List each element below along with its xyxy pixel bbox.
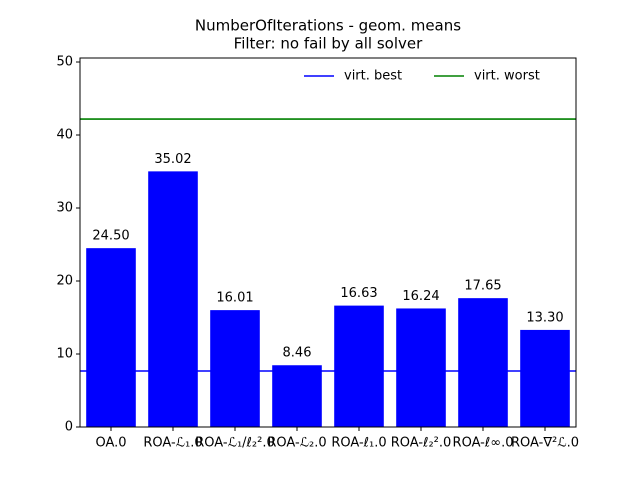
x-tick-label: ROA-ℓ∞.0 <box>453 436 514 451</box>
bar <box>396 308 446 427</box>
x-tick-label: ROA-ℒ₁/ℓ₂².0 <box>195 436 275 451</box>
y-tick-label: 20 <box>56 274 73 289</box>
value-label: 24.50 <box>92 229 129 244</box>
value-label: 17.65 <box>464 279 501 294</box>
bar <box>86 248 136 427</box>
chart-title: NumberOfIterations - geom. means <box>195 17 461 35</box>
value-label: 13.30 <box>526 310 563 325</box>
x-tick-label: ROA-ℒ₁.0 <box>143 436 202 451</box>
chart-subtitle: Filter: no fail by all solver <box>234 35 423 53</box>
value-label: 35.02 <box>154 152 191 167</box>
bar <box>210 310 260 427</box>
legend-label: virt. best <box>344 69 402 84</box>
value-label: 8.46 <box>283 346 312 361</box>
x-tick-label: ROA-ℓ₂².0 <box>391 436 452 451</box>
x-tick-label: ROA-ℒ₂.0 <box>267 436 326 451</box>
legend: virt. best virt. worst <box>304 69 540 84</box>
y-tick-label: 50 <box>56 55 73 70</box>
bar <box>520 329 570 427</box>
value-label: 16.63 <box>340 286 377 301</box>
value-label: 16.01 <box>216 291 253 306</box>
bar <box>458 298 508 427</box>
y-tick-label: 10 <box>56 347 73 362</box>
x-tick-label: ROA-∇²ℒ.0 <box>511 436 579 451</box>
x-tick-label: OA.0 <box>95 436 126 451</box>
legend-label: virt. worst <box>474 69 540 84</box>
plot-frame <box>79 57 577 428</box>
value-label: 16.24 <box>402 289 439 304</box>
y-tick-label: 0 <box>65 420 73 435</box>
y-tick-label: 30 <box>56 201 73 216</box>
bar <box>148 171 198 427</box>
bar <box>334 305 384 427</box>
y-tick-label: 40 <box>56 128 73 143</box>
x-tick-label: ROA-ℓ₁.0 <box>331 436 386 451</box>
bar <box>272 365 322 427</box>
